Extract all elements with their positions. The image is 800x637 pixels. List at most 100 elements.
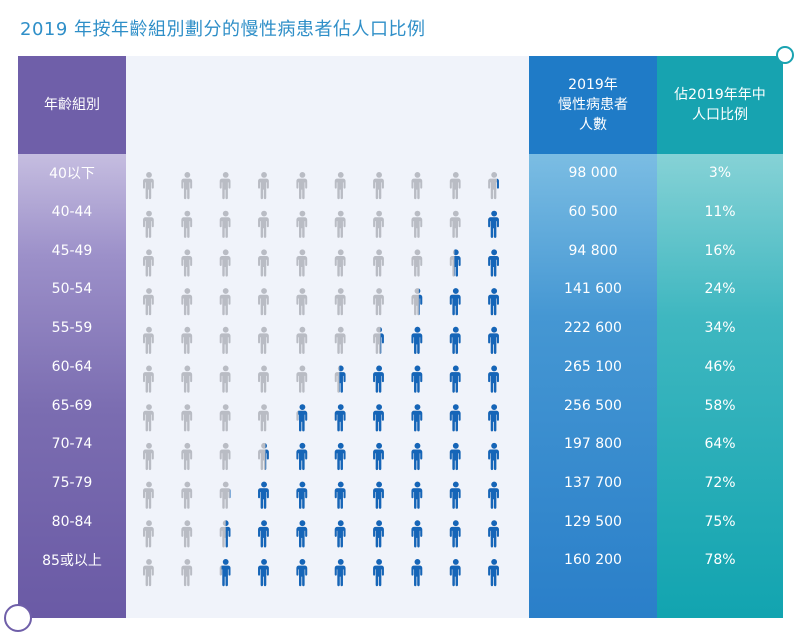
- chart-title: 2019 年按年齡組別劃分的慢性病患者佔人口比例: [20, 19, 426, 40]
- age-group-cell: 40-44: [51, 204, 93, 221]
- person-icon: [488, 559, 499, 587]
- age-group-cell: 45-49: [51, 242, 93, 259]
- percent-cell: 46%: [704, 358, 736, 375]
- person-icon: [334, 559, 346, 587]
- person-icon: [143, 559, 154, 587]
- person-icon: [219, 249, 231, 277]
- percent-cell: 16%: [704, 242, 736, 259]
- patients-cell: 98 000: [568, 165, 618, 182]
- patients-cell: 197 800: [564, 436, 622, 453]
- percent-cell: 72%: [704, 474, 736, 491]
- icon-panel: [126, 56, 530, 618]
- person-icon: [411, 365, 423, 393]
- patients-cell: 256 500: [564, 397, 622, 414]
- person-icon: [449, 481, 461, 509]
- person-icon: [373, 404, 384, 432]
- person-icon: [449, 172, 461, 200]
- person-icon: [411, 481, 423, 509]
- person-icon: [219, 288, 231, 316]
- person-icon: [258, 249, 269, 277]
- person-icon: [181, 404, 193, 432]
- person-icon: [258, 442, 269, 471]
- percent-cell: 34%: [704, 320, 736, 337]
- person-icon: [373, 249, 384, 277]
- person-icon: [219, 365, 231, 393]
- person-icon: [296, 172, 308, 200]
- age-group-cell: 40以下: [49, 166, 95, 183]
- person-icon: [296, 288, 308, 316]
- person-icon: [411, 326, 423, 354]
- person-icon: [219, 326, 231, 354]
- person-icon: [449, 365, 461, 393]
- person-icon: [296, 559, 308, 587]
- person-icon: [334, 249, 346, 277]
- patients-cell: 265 100: [564, 358, 622, 375]
- person-icon: [296, 249, 308, 277]
- age-group-cell: 70-74: [51, 436, 93, 453]
- person-icon: [258, 326, 269, 354]
- person-icon: [334, 172, 346, 200]
- person-icon: [296, 520, 308, 548]
- age-group-cells: 40以下 40-44 45-49 50-54 55-59 60-64 65-69 70-74 7…: [18, 154, 126, 618]
- person-icon: [488, 404, 499, 432]
- person-icon: [411, 442, 423, 471]
- patients-cell: 129 500: [564, 513, 622, 530]
- patients-cell: 94 800: [568, 242, 618, 259]
- person-icon: [296, 404, 308, 432]
- person-icon: [258, 210, 269, 238]
- person-icon: [488, 442, 499, 471]
- person-icon: [488, 326, 499, 354]
- age-group-cell: 75-79: [51, 474, 93, 491]
- percent-cell: 64%: [704, 436, 736, 453]
- percent-cell: 58%: [704, 397, 736, 414]
- person-icon: [411, 559, 423, 587]
- person-icon: [373, 481, 384, 509]
- person-icon: [143, 172, 154, 200]
- person-icon: [219, 404, 231, 432]
- person-icon: [373, 288, 384, 316]
- percent-header: 佔2019年年中 人口比例: [674, 87, 766, 123]
- person-icon: [373, 326, 384, 354]
- percent-cells: 3% 11% 16% 24% 34% 46% 58% 64% 72% 75% 78%: [657, 154, 783, 618]
- person-icon: [373, 559, 384, 587]
- percent-column: 佔2019年年中 人口比例 3% 11% 16% 24% 34% 46% 58% 64% 72%…: [657, 56, 783, 618]
- person-icon: [258, 481, 269, 509]
- person-icon: [143, 404, 154, 432]
- patients-cell: 137 700: [564, 474, 622, 491]
- person-icon: [488, 249, 499, 277]
- person-icon: [334, 481, 346, 509]
- age-group-cell: 55-59: [51, 320, 93, 337]
- person-icon: [411, 172, 423, 200]
- percent-cell: 3%: [708, 165, 732, 182]
- person-icon: [143, 481, 154, 509]
- person-icon: [181, 288, 193, 316]
- person-icon: [488, 288, 499, 316]
- person-icon: [143, 442, 154, 471]
- person-icon: [181, 249, 193, 277]
- person-icon: [219, 442, 231, 471]
- person-icon: [488, 210, 499, 238]
- person-icon: [334, 404, 346, 432]
- person-icon: [449, 520, 461, 548]
- person-icon: [219, 172, 231, 200]
- age-group-cell: 65-69: [51, 397, 93, 414]
- person-icon: [181, 559, 193, 587]
- person-icon: [449, 210, 461, 238]
- age-group-cell: 85或以上: [42, 553, 102, 570]
- person-icon: [143, 210, 154, 238]
- person-icon-grid: [143, 172, 499, 587]
- person-icon: [296, 481, 308, 509]
- person-icon: [181, 326, 193, 354]
- person-icon: [258, 365, 269, 393]
- person-icon: [258, 520, 269, 548]
- patients-cell: 160 200: [564, 552, 622, 569]
- patients-cell: 141 600: [564, 281, 622, 298]
- person-icon: [258, 288, 269, 316]
- person-icon: [181, 442, 193, 471]
- person-icon: [296, 326, 308, 354]
- person-icon: [411, 520, 423, 548]
- person-icon: [219, 210, 231, 238]
- person-icon: [449, 442, 461, 471]
- person-icon: [181, 172, 193, 200]
- person-icon: [411, 210, 423, 238]
